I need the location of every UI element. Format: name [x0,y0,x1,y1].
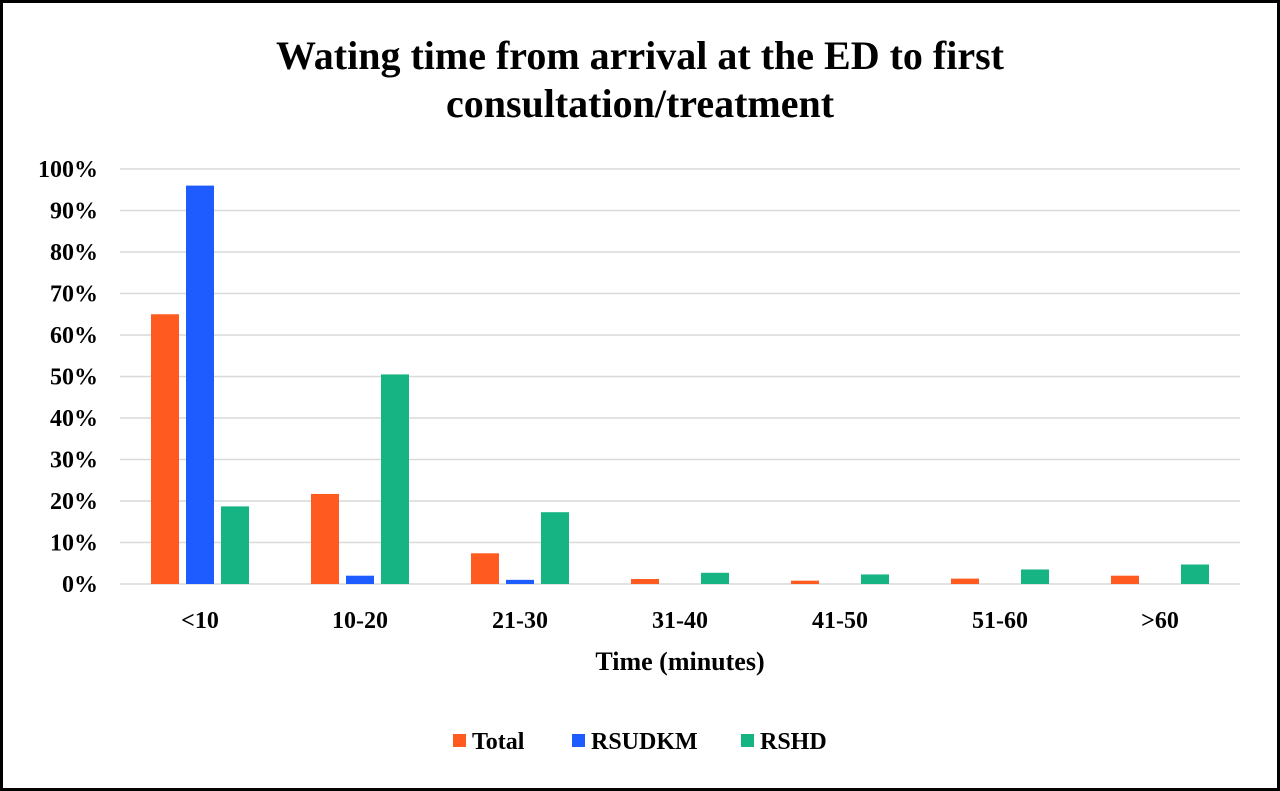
bar-total-4 [791,580,819,584]
chart-title-line-1: Wating time from arrival at the ED to fi… [276,33,1005,78]
bar-total-0 [151,314,179,584]
x-tick-label: 31-40 [652,608,708,634]
y-tick-label: 100% [38,157,98,183]
bar-rshd-6 [1181,564,1209,584]
y-tick-label: 90% [50,199,98,225]
bar-total-3 [631,579,659,584]
chart-title: Wating time from arrival at the ED to fi… [276,33,1005,126]
y-tick-label: 0% [62,572,98,598]
bar-total-1 [311,493,339,584]
bar-rsudkm-2 [506,579,534,584]
legend-label: RSUDKM [591,729,698,755]
x-axis-label: Time (minutes) [595,647,764,676]
bar-rshd-0 [221,506,249,584]
legend-item-rsudkm: RSUDKM [572,729,698,755]
y-tick-label: 40% [50,406,98,432]
y-axis-tick-labels: 0% 10% 20% 30% 40% 50% 60% 70% 80% 90% 100% [38,157,98,598]
legend-swatch [453,734,466,747]
y-tick-label: 60% [50,323,98,349]
bar-rsudkm-1 [346,575,374,584]
x-tick-label: 21-30 [492,608,548,634]
legend-swatch [741,734,754,747]
bar-rshd-4 [861,574,889,584]
legend-label: Total [472,729,525,755]
bar-total-6 [1111,575,1139,584]
bar-rshd-1 [381,374,409,584]
bar-rsudkm-0 [186,185,214,584]
y-tick-label: 80% [50,240,98,266]
x-tick-label: 51-60 [972,608,1028,634]
bar-rshd-3 [701,572,729,584]
y-tick-label: 30% [50,448,98,474]
legend-item-total: Total [453,729,525,755]
y-tick-label: 70% [50,282,98,308]
legend: Total RSUDKM RSHD [453,729,827,755]
y-tick-label: 20% [50,489,98,515]
chart-title-line-2: consultation/treatment [446,81,835,126]
bar-chart: Wating time from arrival at the ED to fi… [38,33,1240,755]
x-tick-label: 10-20 [332,608,388,634]
bar-rshd-5 [1021,569,1049,584]
bar-total-5 [951,578,979,584]
bar-total-2 [471,553,499,584]
bars [151,185,1209,584]
bar-rshd-2 [541,512,569,584]
x-axis-tick-labels: <10 10-20 21-30 31-40 41-50 51-60 >60 [181,608,1179,634]
y-tick-label: 10% [50,531,98,557]
x-tick-label: <10 [181,608,219,634]
legend-label: RSHD [760,729,827,755]
x-tick-label: >60 [1141,608,1179,634]
y-tick-label: 50% [50,365,98,391]
legend-item-rshd: RSHD [741,729,827,755]
gridlines [120,168,1240,585]
legend-swatch [572,734,585,747]
x-tick-label: 41-50 [812,608,868,634]
